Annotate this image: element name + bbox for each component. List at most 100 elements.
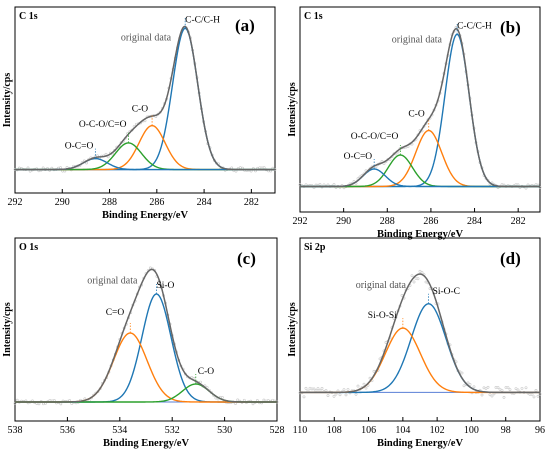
data-point xyxy=(480,393,484,397)
data-point xyxy=(234,169,238,173)
data-point xyxy=(242,398,246,402)
x-tick-label: 286 xyxy=(423,216,438,227)
x-tick-label: 530 xyxy=(217,425,232,436)
panel-letter: (d) xyxy=(500,249,521,268)
data-point xyxy=(356,384,360,388)
panel-title: O 1s xyxy=(19,242,38,253)
panel-title: Si 2p xyxy=(304,242,326,253)
data-point xyxy=(536,394,540,398)
data-point xyxy=(532,395,536,399)
x-tick-label: 106 xyxy=(361,425,376,436)
data-point xyxy=(271,398,275,402)
x-axis-label: Binding Energy/eV xyxy=(103,438,189,449)
y-axis-label: Intensity/cps xyxy=(287,302,298,357)
panel-letter: (c) xyxy=(237,249,256,268)
x-tick-label: 284 xyxy=(197,197,212,208)
x-tick-label: 102 xyxy=(430,425,445,436)
original-data-points xyxy=(13,266,279,406)
y-axis-label: Intensity/cps xyxy=(287,82,298,137)
data-point xyxy=(17,166,21,170)
peak-si-o-si xyxy=(300,327,540,394)
data-point xyxy=(368,376,372,380)
data-point xyxy=(320,387,324,390)
x-tick-label: 286 xyxy=(149,197,164,208)
x-axis-label: Binding Energy/eV xyxy=(377,438,463,449)
peak-c-c-c-h xyxy=(15,27,275,171)
x-tick-label: 290 xyxy=(336,216,351,227)
panel-title: C 1s xyxy=(304,11,323,22)
data-point xyxy=(342,388,346,392)
data-point xyxy=(354,392,358,396)
y-axis-label: Intensity/cps xyxy=(2,73,13,128)
original-data-points xyxy=(13,26,277,173)
peak-label: C-O xyxy=(408,110,425,120)
plot-frame xyxy=(14,6,276,194)
data-point xyxy=(412,280,416,284)
data-point xyxy=(262,166,266,170)
data-point xyxy=(332,183,336,186)
data-point xyxy=(460,371,464,375)
peak-o-c-o-c-o xyxy=(300,154,540,188)
data-point xyxy=(346,388,350,391)
original-data-label: original data xyxy=(121,32,172,43)
peak-label: C-O xyxy=(132,105,149,115)
original-data-label: original data xyxy=(87,275,138,286)
data-point xyxy=(344,393,348,397)
chart-panel-4: Si 2p (d) 110 108 106 104 102 100 98 96 Binding En… xyxy=(287,237,545,449)
data-point xyxy=(520,386,524,390)
peak-label: Si-O-C xyxy=(433,287,460,297)
peak-label: O-C-O/C=O xyxy=(351,132,399,142)
peak-label: O-C=O xyxy=(65,142,94,152)
x-tick-label: 282 xyxy=(244,197,259,208)
data-point xyxy=(260,166,264,170)
data-point xyxy=(364,386,368,390)
data-point xyxy=(420,271,424,274)
data-point xyxy=(530,392,534,396)
peak-si-o-c xyxy=(300,303,540,394)
data-point xyxy=(70,402,74,405)
x-axis-label: Binding Energy/eV xyxy=(377,229,463,240)
envelope-fit-line xyxy=(300,273,540,394)
data-point xyxy=(35,402,39,405)
x-tick-label: 288 xyxy=(102,197,117,208)
data-point xyxy=(362,382,366,386)
envelope-fit-line xyxy=(300,27,540,188)
x-tick-label: 292 xyxy=(293,216,308,227)
data-point xyxy=(410,274,414,277)
x-tick-label: 282 xyxy=(511,216,526,227)
x-tick-label: 290 xyxy=(55,197,70,208)
data-point xyxy=(302,395,306,399)
data-point xyxy=(524,186,528,190)
chart-panel-2: C 1s (b) 292 290 288 286 284 282 Binding Energy/… xyxy=(287,6,542,240)
x-tick-label: 536 xyxy=(60,425,75,436)
x-tick-label: 534 xyxy=(112,425,127,436)
data-point xyxy=(41,402,45,406)
data-point xyxy=(400,294,404,297)
data-point xyxy=(488,393,492,397)
data-point xyxy=(326,183,330,187)
x-tick-label: 292 xyxy=(8,197,23,208)
data-point xyxy=(484,386,488,390)
data-point xyxy=(462,384,466,388)
x-tick-label: 108 xyxy=(327,425,342,436)
peak-label: C=O xyxy=(106,308,125,318)
data-point xyxy=(314,389,318,393)
panel-letter: (b) xyxy=(500,18,521,37)
data-point xyxy=(486,385,490,389)
x-tick-label: 532 xyxy=(165,425,180,436)
data-point xyxy=(148,266,152,270)
data-point xyxy=(59,402,63,406)
data-point xyxy=(238,166,242,170)
data-point xyxy=(418,269,422,273)
data-point xyxy=(506,386,510,390)
data-point xyxy=(508,388,512,392)
data-point xyxy=(192,376,196,380)
peak-o-c-o-c-o xyxy=(15,142,275,171)
data-point xyxy=(516,388,520,392)
x-tick-label: 288 xyxy=(380,216,395,227)
x-tick-label: 96 xyxy=(535,425,545,436)
data-point xyxy=(318,389,322,393)
chart-panel-3: O 1s (c) 538 536 534 532 530 528 Binding Energy/… xyxy=(2,237,285,449)
peak-label: C-C/C-H xyxy=(185,15,220,25)
data-point xyxy=(251,402,255,406)
